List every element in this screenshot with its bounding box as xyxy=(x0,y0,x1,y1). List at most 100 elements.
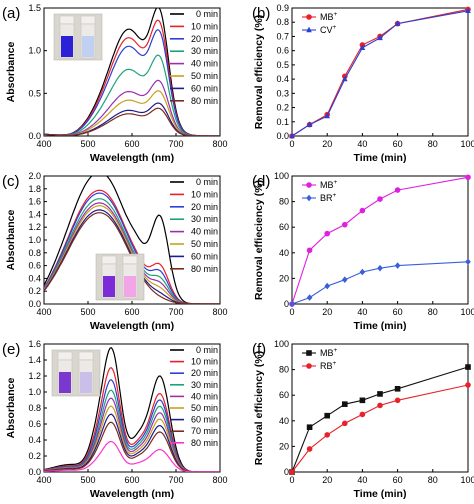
panel-e: 400 500 600 700 800 0.0 0.2 0.4 0.6 0.8 1.0 1.2 1.4 1… xyxy=(2,339,228,500)
legend-entry: 80 min xyxy=(191,264,218,274)
legend-entry: 10 min xyxy=(191,357,218,367)
y-tick-label: 0.5 xyxy=(28,88,41,98)
legend-entry: 20 min xyxy=(191,202,218,212)
data-point xyxy=(306,121,313,127)
y-axis-label: Removal efficiency (%) xyxy=(253,15,265,129)
data-point xyxy=(306,350,312,356)
y-tick-label: 0.8 xyxy=(28,403,41,413)
panel-label: (d) xyxy=(252,173,270,190)
y-tick-label: 0.0 xyxy=(276,131,289,141)
spectrum-line-60-min xyxy=(44,102,220,136)
panel-f: 0 20 40 60 80 100 0 20 40 60 80 100 Time (min) Remova… xyxy=(252,339,474,500)
y-tick-label: 40 xyxy=(279,248,289,258)
y-tick-label: 0.9 xyxy=(276,3,289,13)
data-point xyxy=(289,132,295,139)
vial-solution-icon xyxy=(103,276,115,297)
y-tick-label: 0.0 xyxy=(28,467,41,477)
x-tick-label: 40 xyxy=(357,475,367,485)
y-tick-label: 80 xyxy=(279,365,289,375)
data-point xyxy=(465,382,471,388)
data-point xyxy=(306,424,313,430)
x-tick-label: 20 xyxy=(322,307,332,317)
x-tick-label: 600 xyxy=(124,139,139,149)
y-tick-label: 0.6 xyxy=(28,261,41,271)
series-line-RB xyxy=(291,384,469,473)
legend-entry: 30 min xyxy=(191,214,218,224)
x-tick-label: 0 xyxy=(289,307,294,317)
plot-frame xyxy=(291,7,469,137)
panel-a: 400 500 600 700 800 0.0 0.5 1.0 1.5 Wavelength (n… xyxy=(2,3,228,164)
x-tick-label: 60 xyxy=(393,139,403,149)
data-point xyxy=(465,258,471,266)
y-tick-label: 2.0 xyxy=(28,171,41,181)
data-point xyxy=(306,194,312,202)
y-axis-label: Absorbance xyxy=(5,42,17,103)
y-tick-label: 1.6 xyxy=(28,339,41,349)
data-point xyxy=(342,75,348,82)
legend-entry: 40 min xyxy=(191,59,218,69)
x-tick-label: 500 xyxy=(80,475,95,485)
data-point xyxy=(394,386,401,392)
y-tick-label: 0.0 xyxy=(28,131,41,141)
y-tick-label: 0.6 xyxy=(276,46,289,56)
y-tick-label: 1.0 xyxy=(28,387,41,397)
x-tick-label: 40 xyxy=(357,307,367,317)
x-tick-label: 100 xyxy=(460,307,474,317)
x-axis-label: Wavelength (nm) xyxy=(90,152,174,164)
series-group xyxy=(44,8,220,136)
data-point xyxy=(359,268,366,276)
spectrum-line-80-min xyxy=(44,107,220,136)
x-tick-label: 60 xyxy=(393,307,403,317)
vial-cap-icon xyxy=(59,15,75,25)
data-point xyxy=(306,446,313,452)
vial-solution-icon xyxy=(124,276,136,297)
x-tick-label: 20 xyxy=(322,475,332,485)
y-tick-label: 60 xyxy=(279,222,289,232)
legend: MB+ CV+ xyxy=(302,11,338,35)
x-axis-label: Time (min) xyxy=(354,320,407,332)
legend: MB+ BR+ xyxy=(302,179,338,203)
plot-frame xyxy=(291,343,469,473)
data-point xyxy=(359,44,366,51)
data-point xyxy=(342,420,348,427)
y-tick-label: 1.4 xyxy=(28,209,41,219)
data-point xyxy=(394,20,401,26)
series-group xyxy=(44,346,220,472)
y-tick-label: 1.0 xyxy=(28,46,41,56)
data-point xyxy=(359,411,366,418)
series-line-MB xyxy=(291,366,469,473)
legend-entry: MB+ xyxy=(320,347,338,358)
data-point xyxy=(289,300,295,308)
y-tick-label: 0.2 xyxy=(276,103,289,113)
data-point xyxy=(342,221,348,228)
legend-entry: 80 min xyxy=(191,96,218,106)
data-point xyxy=(394,187,401,193)
y-axis-label: Removal efficiency (%) xyxy=(253,351,265,465)
x-tick-label: 800 xyxy=(212,307,227,317)
series-line-CV xyxy=(291,10,469,137)
y-axis-label: Absorbance xyxy=(5,378,17,439)
data-point xyxy=(394,397,401,404)
legend-entry: RB+ xyxy=(320,360,337,371)
legend-entry: 20 min xyxy=(191,34,218,44)
x-tick-label: 100 xyxy=(460,475,474,485)
x-tick-label: 700 xyxy=(168,139,183,149)
x-tick-label: 600 xyxy=(124,307,139,317)
data-point xyxy=(377,196,383,202)
x-tick-label: 800 xyxy=(212,475,227,485)
data-point xyxy=(306,247,313,254)
x-tick-label: 80 xyxy=(428,307,438,317)
y-tick-label: 1.5 xyxy=(28,3,41,13)
legend-entry: 80 min xyxy=(191,438,218,448)
vial-solution-icon xyxy=(82,36,94,57)
legend-entry: 60 min xyxy=(191,415,218,425)
data-point xyxy=(465,174,471,181)
data-point xyxy=(324,112,330,119)
series-line-MB xyxy=(291,176,469,305)
y-tick-label: 0.5 xyxy=(276,60,289,70)
panel-label: (b) xyxy=(252,5,270,22)
legend-entry: 0 min xyxy=(196,177,218,187)
vial-cap-icon xyxy=(122,255,138,265)
vial-solution-icon xyxy=(80,372,92,393)
x-axis-label: Time (min) xyxy=(354,152,407,164)
